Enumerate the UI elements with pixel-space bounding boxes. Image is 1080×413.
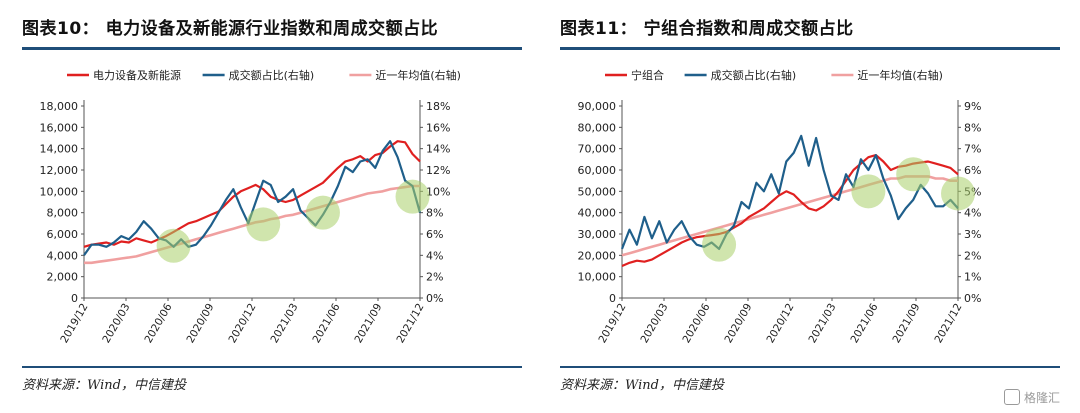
x-tick-label: 2020/09	[184, 302, 216, 346]
highlight-circle	[851, 174, 886, 209]
legend-item: 成交额占比(右轴)	[202, 68, 315, 82]
left-tick-label: 12,000	[40, 164, 79, 177]
left-tick-label: 40,000	[578, 207, 617, 220]
legend-item: 电力设备及新能源	[67, 68, 181, 82]
left-tick-label: 90,000	[578, 100, 617, 113]
title-divider	[560, 47, 1060, 50]
right-tick-label: 2%	[426, 271, 443, 284]
source-divider	[22, 366, 522, 368]
left-tick-label: 20,000	[578, 249, 617, 262]
highlight-circle	[896, 157, 931, 192]
left-tick-label: 10,000	[578, 271, 617, 284]
legend-item: 宁组合	[605, 68, 664, 82]
chart-title: 图表10： 电力设备及新能源行业指数和周成交额占比	[22, 19, 439, 39]
x-tick-label: 2020/03	[100, 302, 132, 346]
left-tick-label: 80,000	[578, 121, 617, 134]
left-tick-label: 70,000	[578, 143, 617, 156]
chart-panel-10: 图表10： 电力设备及新能源行业指数和周成交额占比 电力设备及新能源 成交额占比(…	[22, 0, 542, 413]
right-tick-label: 0%	[964, 292, 981, 305]
series-line	[83, 140, 421, 248]
legend-label: 近一年均值(右轴)	[857, 68, 943, 82]
right-tick-label: 18%	[426, 100, 450, 113]
left-tick-label: 18,000	[40, 100, 79, 113]
series-line	[620, 134, 959, 250]
left-tick-label: 2,000	[47, 271, 79, 284]
legend-label: 成交额占比(右轴)	[229, 68, 315, 82]
right-tick-label: 8%	[964, 121, 981, 134]
left-tick-label: 30,000	[578, 228, 617, 241]
highlight-circle	[702, 227, 737, 262]
chart-11: 宁组合 成交额占比(右轴) 近一年均值(右轴) 0 10,000 20,000 30,000…	[578, 68, 982, 346]
left-tick-label: 8,000	[47, 207, 79, 220]
watermark: 格隆汇	[1004, 387, 1074, 407]
x-tick-label: 2021/09	[352, 302, 384, 346]
right-tick-label: 8%	[426, 207, 443, 220]
x-tick-label: 2019/12	[596, 302, 628, 346]
left-tick-label: 14,000	[40, 143, 79, 156]
source-note: 资料来源：Wind，中信建投	[560, 378, 724, 393]
highlight-circle	[246, 207, 281, 242]
x-tick-label: 2021/06	[310, 301, 342, 345]
x-tick-label: 2019/12	[58, 302, 90, 346]
x-tick-label: 2020/12	[226, 302, 258, 346]
left-tick-label: 10,000	[40, 185, 79, 198]
x-tick-label: 2021/06	[848, 301, 880, 345]
right-tick-label: 4%	[426, 249, 443, 262]
x-tick-label: 2021/12	[394, 302, 426, 346]
left-tick-label: 4,000	[47, 249, 79, 262]
highlight-circle	[156, 228, 191, 263]
right-tick-label: 6%	[426, 228, 443, 241]
right-tick-label: 3%	[964, 228, 981, 241]
highlight-circle	[305, 195, 340, 230]
x-tick-label: 2021/09	[890, 302, 922, 346]
right-tick-label: 4%	[964, 207, 981, 220]
legend-label: 成交额占比(右轴)	[711, 68, 797, 82]
left-tick-label: 16,000	[40, 121, 79, 134]
x-tick-label: 2020/06	[680, 301, 712, 345]
source-divider	[560, 366, 1060, 368]
x-tick-label: 2021/12	[932, 302, 964, 346]
chart-title: 图表11： 宁组合指数和周成交额占比	[560, 19, 854, 39]
legend-item: 近一年均值(右轴)	[831, 68, 943, 82]
right-tick-label: 10%	[426, 185, 450, 198]
right-tick-label: 7%	[964, 143, 981, 156]
x-tick-label: 2020/03	[638, 302, 670, 346]
legend-item: 近一年均值(右轴)	[349, 68, 461, 82]
left-tick-label: 6,000	[47, 228, 79, 241]
right-tick-label: 9%	[964, 100, 981, 113]
left-tick-label: 50,000	[578, 185, 617, 198]
legend-label: 近一年均值(右轴)	[375, 68, 461, 82]
chart-panel-11: 图表11： 宁组合指数和周成交额占比 宁组合 成交额占比(右轴) 近一年均值(右轴)…	[560, 0, 1080, 413]
watermark-text: 格隆汇	[1024, 390, 1061, 405]
right-tick-label: 16%	[426, 121, 450, 134]
right-tick-label: 1%	[964, 271, 981, 284]
legend-label: 宁组合	[631, 68, 664, 82]
left-tick-label: 0	[71, 292, 78, 305]
x-tick-label: 2020/06	[142, 301, 174, 345]
x-tick-label: 2021/03	[806, 302, 838, 346]
highlight-circle	[941, 176, 975, 211]
watermark-logo-icon	[1004, 389, 1020, 405]
x-tick-label: 2020/12	[764, 302, 796, 346]
left-tick-label: 60,000	[578, 164, 617, 177]
right-tick-label: 14%	[426, 143, 450, 156]
legend-item: 成交额占比(右轴)	[684, 68, 797, 82]
legend-label: 电力设备及新能源	[93, 68, 181, 82]
right-tick-label: 12%	[426, 164, 450, 177]
source-note: 资料来源：Wind，中信建投	[22, 378, 186, 393]
right-tick-label: 0%	[426, 292, 443, 305]
right-tick-label: 6%	[964, 164, 981, 177]
left-tick-label: 0	[609, 292, 616, 305]
chart-10: 电力设备及新能源 成交额占比(右轴) 近一年均值(右轴) 0 2,000 4,000 6,0…	[40, 68, 461, 346]
title-divider	[22, 47, 522, 50]
right-tick-label: 2%	[964, 249, 981, 262]
x-tick-label: 2020/09	[722, 302, 754, 346]
highlight-circle	[395, 179, 430, 214]
x-tick-label: 2021/03	[268, 302, 300, 346]
